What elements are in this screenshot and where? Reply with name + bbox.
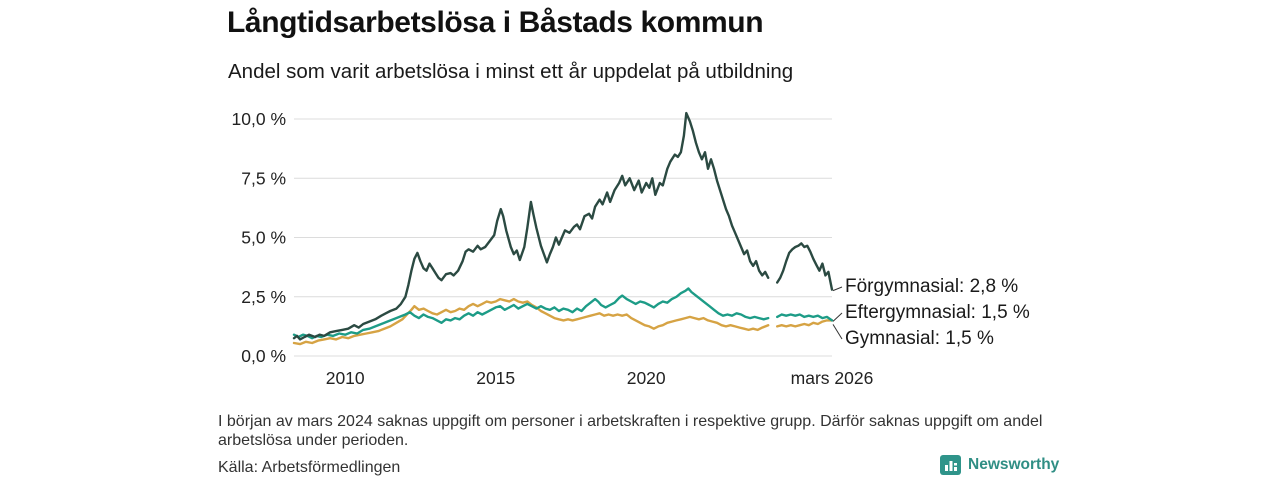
x-axis-tick-label: 2020 (627, 368, 666, 388)
y-axis-tick-label: 5,0 % (241, 228, 286, 248)
series-end-label-eftergymnasial: Eftergymnasial: 1,5 % (845, 302, 1030, 323)
newsworthy-logo: Newsworthy (940, 454, 1059, 476)
y-axis-tick-label: 0,0 % (241, 346, 286, 366)
x-axis-tick-label: 2015 (476, 368, 515, 388)
series-end-label-forgymnasial: Förgymnasial: 2,8 % (845, 276, 1019, 297)
series-line-2 (776, 319, 834, 328)
newsworthy-wordmark: Newsworthy (968, 456, 1060, 473)
source-text: Källa: Arbetsförmedlingen (218, 459, 401, 476)
series-line-1 (776, 313, 834, 322)
series-line-1 (292, 287, 770, 340)
y-axis-tick-label: 2,5 % (241, 287, 286, 307)
annotation-connector (832, 324, 843, 340)
y-axis-tick-label: 10,0 % (232, 109, 286, 129)
y-axis-tick-label: 7,5 % (241, 168, 286, 188)
x-axis-tick-label: mars 2026 (791, 368, 874, 388)
annotation-connector (832, 312, 843, 322)
chart-title: Långtidsarbetslösa i Båstads kommun (227, 6, 764, 39)
newsworthy-chart-bubble-icon (940, 454, 962, 476)
series-end-label-gymnasial: Gymnasial: 1,5 % (845, 328, 994, 349)
footnote: I början av mars 2024 saknas uppgift om … (218, 413, 1043, 449)
series-line-0 (776, 242, 834, 291)
series-line-0 (292, 111, 770, 341)
annotation-connector (832, 286, 843, 292)
x-axis-tick-label: 2010 (326, 368, 365, 388)
series-line-2 (292, 297, 770, 346)
chart-subtitle: Andel som varit arbetslösa i minst ett å… (228, 60, 794, 83)
